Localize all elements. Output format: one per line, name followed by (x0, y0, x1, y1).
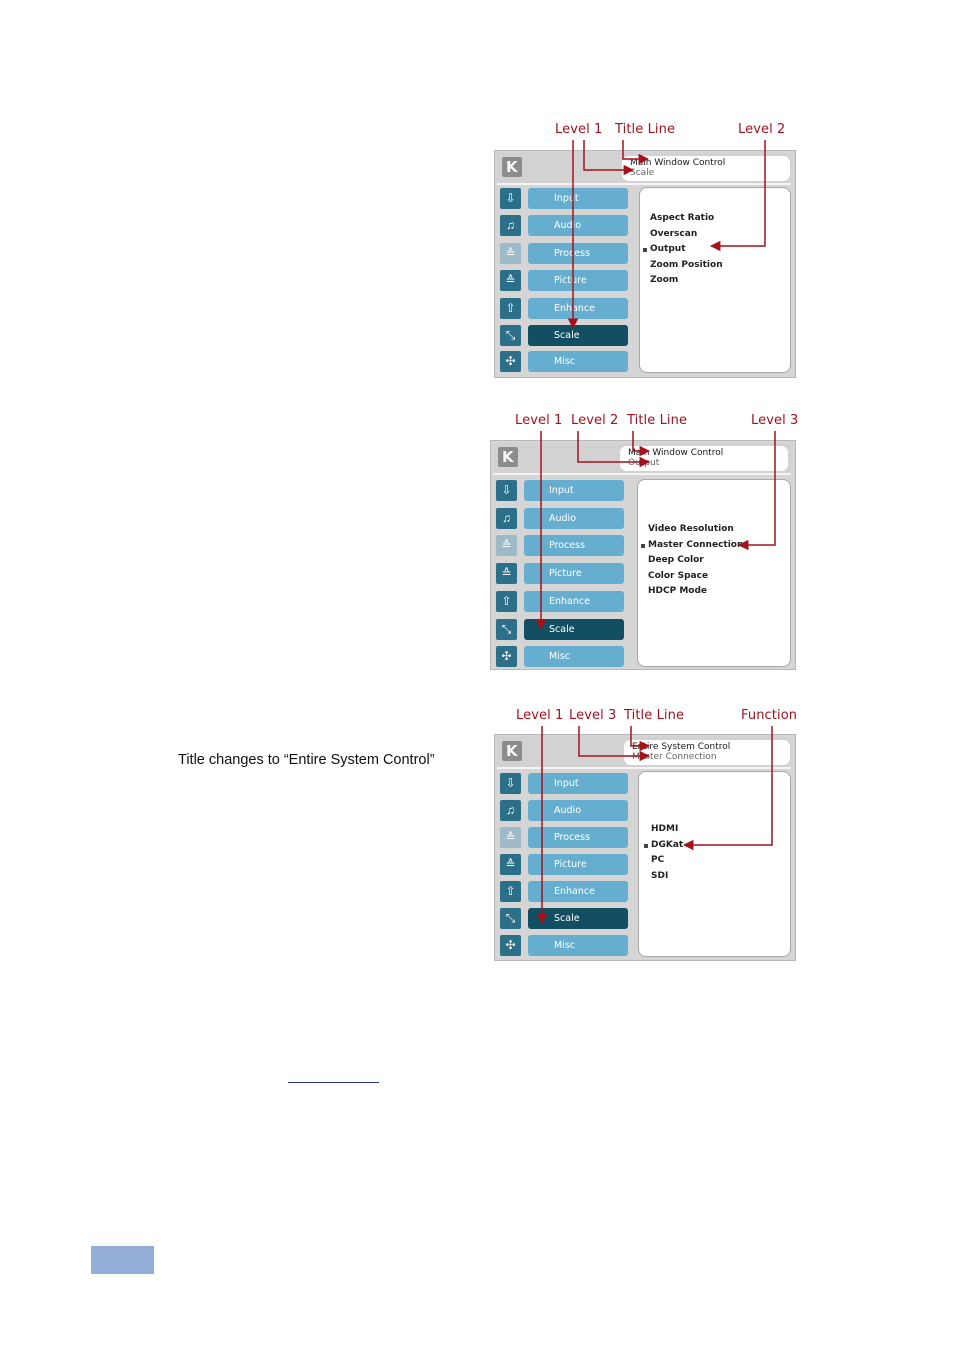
title-line-2: Output (628, 458, 660, 468)
menu-scale-button[interactable]: Scale (528, 908, 628, 929)
annotation-title-line: Title Line (624, 708, 685, 723)
process-icon[interactable]: ≙ (496, 535, 517, 556)
annotation-level-3: Level 3 (569, 708, 617, 723)
picture-icon[interactable]: ≙ (496, 563, 517, 584)
menu-misc-button[interactable]: Misc (528, 351, 628, 372)
menu-picture-button[interactable]: Picture (524, 563, 624, 584)
osd-title-bar: Entire System Control Master Connection (497, 737, 791, 769)
enhance-icon[interactable]: ⇧ (500, 298, 521, 319)
misc-icon[interactable]: ✣ (500, 935, 521, 956)
diagram-output-menu: Level 1 Level 2 Title Line Level 3 Main … (489, 413, 799, 675)
menu-audio-button[interactable]: Audio (528, 215, 628, 236)
osd-window: Main Window Control Scale ⇩ Input ♫ Audi… (494, 150, 796, 378)
menu-process-button[interactable]: Process (528, 827, 628, 848)
menu-picture-button[interactable]: Picture (528, 854, 628, 875)
title-line-box: Main Window Control Scale (622, 156, 790, 181)
osd-window: Main Window Control Output ⇩ Input ♫ Aud… (490, 440, 796, 670)
content-output[interactable]: Output (643, 242, 723, 258)
menu-process-button[interactable]: Process (528, 243, 628, 264)
content-pc[interactable]: PC (651, 855, 665, 866)
process-icon[interactable]: ≙ (500, 827, 521, 848)
misc-icon[interactable]: ✣ (496, 646, 517, 667)
picture-icon[interactable]: ≙ (500, 270, 521, 291)
diagram-master-connection-menu: Level 1 Level 3 Title Line Function Enti… (492, 708, 802, 970)
kramer-logo-icon (502, 741, 522, 761)
audio-icon[interactable]: ♫ (500, 215, 521, 236)
process-icon[interactable]: ≙ (500, 243, 521, 264)
input-icon[interactable]: ⇩ (500, 773, 521, 794)
annotation-level-1: Level 1 (555, 122, 603, 137)
content-panel: Video Resolution Master Connection Deep … (637, 479, 791, 667)
content-deep-color[interactable]: Deep Color (648, 555, 704, 566)
annotation-title-line: Title Line (627, 413, 688, 428)
scale-icon[interactable]: ⤡ (496, 619, 517, 640)
title-line-2: Master Connection (632, 752, 717, 762)
content-zoom[interactable]: Zoom (650, 275, 679, 286)
content-hdmi[interactable]: HDMI (651, 824, 679, 834)
kramer-logo-icon (502, 157, 522, 177)
title-line-box: Main Window Control Output (620, 446, 788, 471)
menu-enhance-button[interactable]: Enhance (524, 591, 624, 612)
picture-icon[interactable]: ≙ (500, 854, 521, 875)
content-panel: Aspect Ratio Overscan Output Zoom Positi… (639, 187, 791, 373)
enhance-icon[interactable]: ⇧ (496, 591, 517, 612)
input-icon[interactable]: ⇩ (500, 188, 521, 209)
menu-misc-button[interactable]: Misc (528, 935, 628, 956)
content-aspect-ratio[interactable]: Aspect Ratio (650, 213, 715, 223)
audio-icon[interactable]: ♫ (496, 508, 517, 529)
annotation-level-2: Level 2 (571, 413, 619, 428)
annotation-level-3: Level 3 (751, 413, 799, 428)
title-line-box: Entire System Control Master Connection (624, 740, 790, 765)
menu-audio-button[interactable]: Audio (528, 800, 628, 821)
content-master-connection[interactable]: Master Connection (640, 538, 743, 554)
annotation-level-1: Level 1 (515, 413, 563, 428)
annotation-level-2: Level 2 (738, 122, 786, 137)
scale-icon[interactable]: ⤡ (500, 908, 521, 929)
menu-picture-button[interactable]: Picture (528, 270, 628, 291)
annotation-level-1: Level 1 (516, 708, 564, 723)
caption-title-change: Title changes to “Entire System Control” (178, 752, 435, 768)
menu-process-button[interactable]: Process (524, 535, 624, 556)
menu-input-button[interactable]: Input (528, 773, 628, 794)
title-line-1: Main Window Control (628, 448, 724, 458)
menu-scale-button[interactable]: Scale (524, 619, 624, 640)
content-dgkat[interactable]: DGKat (643, 838, 683, 854)
audio-icon[interactable]: ♫ (500, 800, 521, 821)
menu-enhance-button[interactable]: Enhance (528, 298, 628, 319)
enhance-icon[interactable]: ⇧ (500, 881, 521, 902)
content-sdi[interactable]: SDI (651, 870, 669, 881)
content-color-space[interactable]: Color Space (648, 570, 709, 581)
menu-scale-button[interactable]: Scale (528, 325, 628, 346)
title-line-1: Entire System Control (632, 742, 731, 752)
misc-icon[interactable]: ✣ (500, 351, 521, 372)
content-overscan[interactable]: Overscan (650, 228, 698, 239)
menu-misc-button[interactable]: Misc (524, 646, 624, 667)
annotation-function: Function (741, 708, 798, 723)
content-hdcp-mode[interactable]: HDCP Mode (648, 586, 708, 597)
hyperlink-underline[interactable] (288, 1082, 379, 1083)
content-video-resolution[interactable]: Video Resolution (648, 524, 734, 534)
kramer-logo-icon (498, 447, 518, 467)
content-zoom-position[interactable]: Zoom Position (650, 259, 723, 270)
input-icon[interactable]: ⇩ (496, 480, 517, 501)
osd-title-bar: Main Window Control Output (493, 443, 791, 475)
scale-icon[interactable]: ⤡ (500, 325, 521, 346)
annotation-title-line: Title Line (615, 122, 676, 137)
osd-window: Entire System Control Master Connection … (494, 734, 796, 961)
menu-audio-button[interactable]: Audio (524, 508, 624, 529)
menu-enhance-button[interactable]: Enhance (528, 881, 628, 902)
diagram-scale-menu: Level 1 Title Line Level 2 Main Window C… (492, 122, 802, 384)
menu-input-button[interactable]: Input (528, 188, 628, 209)
osd-title-bar: Main Window Control Scale (497, 153, 791, 185)
content-panel: HDMI DGKat PC SDI (638, 771, 791, 957)
page-number-tab (91, 1246, 154, 1274)
menu-input-button[interactable]: Input (524, 480, 624, 501)
title-line-1: Main Window Control (630, 158, 726, 168)
title-line-2: Scale (630, 168, 655, 178)
